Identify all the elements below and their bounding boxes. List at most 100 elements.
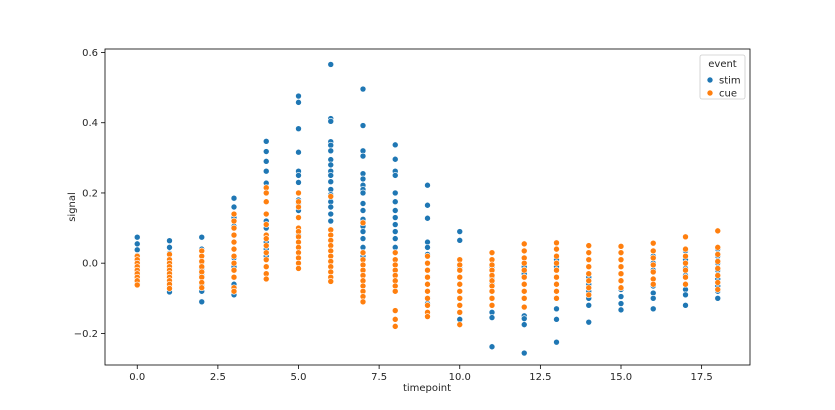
data-point	[327, 61, 335, 68]
data-point	[424, 214, 431, 222]
data-point	[327, 118, 335, 125]
data-point	[327, 278, 335, 285]
data-point	[295, 148, 302, 156]
data-point	[391, 189, 399, 197]
data-point	[166, 244, 173, 251]
data-point	[133, 281, 141, 289]
data-point	[391, 221, 399, 228]
x-tick-label: 2.5	[210, 372, 226, 383]
data-point	[391, 287, 399, 295]
data-point	[295, 92, 302, 100]
data-point	[585, 270, 593, 278]
x-tick-label: 15.0	[610, 372, 632, 383]
data-point	[262, 249, 270, 256]
data-point	[391, 155, 399, 163]
data-point	[230, 224, 238, 232]
data-point	[262, 235, 270, 242]
data-point	[424, 259, 431, 267]
data-point	[617, 243, 625, 250]
data-point	[520, 303, 528, 311]
legend: event stim cue	[699, 54, 746, 100]
data-point	[553, 239, 560, 247]
data-point	[424, 294, 431, 302]
data-point	[359, 200, 367, 207]
legend-marker-cue	[706, 89, 714, 97]
plot-marks	[133, 61, 722, 357]
data-point	[327, 147, 335, 155]
data-point	[456, 287, 464, 295]
data-point	[585, 242, 593, 249]
data-point	[295, 214, 302, 221]
data-point	[295, 265, 302, 272]
data-point	[714, 286, 722, 293]
data-point	[327, 203, 335, 211]
data-point	[327, 193, 335, 200]
data-point	[617, 270, 625, 278]
data-point	[520, 315, 528, 322]
data-point	[617, 249, 625, 256]
data-point	[617, 284, 625, 292]
data-point	[262, 148, 270, 155]
data-point	[230, 287, 238, 295]
legend-marker-stim	[706, 76, 714, 84]
data-point	[682, 273, 689, 281]
data-point	[262, 167, 270, 175]
x-tick-label: 12.5	[529, 372, 551, 383]
plot-frame	[104, 48, 751, 366]
data-point	[714, 244, 722, 251]
data-point	[488, 249, 496, 256]
data-point	[488, 343, 496, 351]
data-point	[553, 305, 560, 313]
data-point	[295, 125, 302, 132]
data-point	[262, 189, 270, 197]
data-point	[230, 238, 238, 246]
data-point	[230, 245, 238, 253]
data-point	[262, 210, 270, 218]
data-point	[391, 228, 399, 235]
data-point	[424, 244, 431, 251]
data-point	[327, 161, 335, 169]
data-point	[649, 261, 657, 269]
data-point	[520, 294, 528, 302]
data-point	[359, 152, 367, 160]
data-point	[649, 247, 657, 255]
data-point	[359, 175, 367, 183]
data-point	[327, 178, 335, 186]
data-point	[520, 321, 528, 328]
data-point	[230, 217, 238, 225]
data-point	[262, 221, 270, 228]
data-point	[230, 252, 238, 260]
data-point	[359, 207, 367, 214]
data-point	[359, 122, 367, 129]
data-point	[424, 181, 431, 189]
data-point	[714, 265, 722, 272]
data-point	[359, 235, 367, 242]
data-point	[262, 138, 270, 145]
data-point	[520, 287, 528, 295]
data-point	[133, 233, 141, 241]
data-point	[198, 284, 206, 292]
data-point	[682, 252, 689, 260]
y-tick-label: 0.6	[82, 48, 98, 59]
data-point	[520, 280, 528, 288]
data-point	[456, 280, 464, 288]
data-point	[520, 266, 528, 274]
data-point	[230, 259, 238, 267]
data-point	[520, 349, 528, 357]
data-point	[617, 277, 625, 285]
data-point	[230, 194, 238, 202]
data-point	[456, 321, 464, 328]
legend-label-cue: cue	[719, 89, 737, 100]
x-axis-label: timepoint	[403, 383, 451, 394]
data-point	[649, 268, 657, 276]
data-point	[553, 259, 560, 267]
data-point	[714, 227, 722, 235]
y-axis-label: signal	[67, 192, 78, 222]
data-point	[682, 291, 689, 299]
data-point	[391, 235, 399, 242]
data-point	[553, 252, 560, 260]
data-point	[488, 314, 496, 321]
data-point	[553, 294, 560, 302]
data-point	[391, 323, 399, 330]
data-point	[585, 263, 593, 270]
